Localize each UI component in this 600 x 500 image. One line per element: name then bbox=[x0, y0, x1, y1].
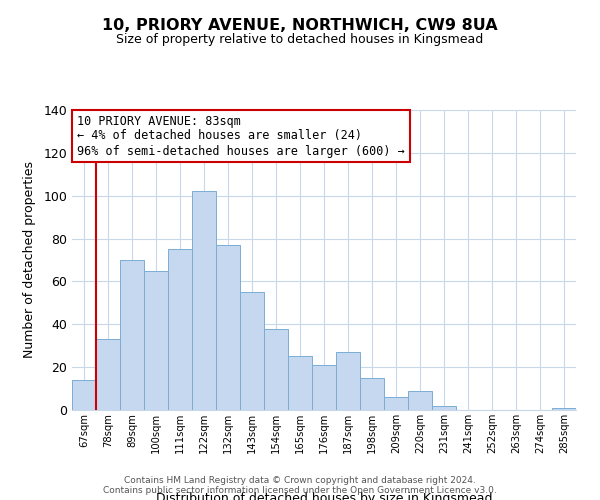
Text: Size of property relative to detached houses in Kingsmead: Size of property relative to detached ho… bbox=[116, 32, 484, 46]
Bar bbox=[552, 408, 576, 410]
Bar bbox=[312, 365, 336, 410]
X-axis label: Distribution of detached houses by size in Kingsmead: Distribution of detached houses by size … bbox=[156, 492, 492, 500]
Text: Contains HM Land Registry data © Crown copyright and database right 2024.: Contains HM Land Registry data © Crown c… bbox=[124, 476, 476, 485]
Bar bbox=[192, 192, 216, 410]
Text: 10 PRIORY AVENUE: 83sqm
← 4% of detached houses are smaller (24)
96% of semi-det: 10 PRIORY AVENUE: 83sqm ← 4% of detached… bbox=[77, 114, 405, 158]
Y-axis label: Number of detached properties: Number of detached properties bbox=[23, 162, 37, 358]
Bar bbox=[288, 356, 312, 410]
Bar bbox=[432, 406, 456, 410]
Bar bbox=[168, 250, 192, 410]
Text: 10, PRIORY AVENUE, NORTHWICH, CW9 8UA: 10, PRIORY AVENUE, NORTHWICH, CW9 8UA bbox=[102, 18, 498, 32]
Bar bbox=[96, 340, 120, 410]
Text: Contains public sector information licensed under the Open Government Licence v3: Contains public sector information licen… bbox=[103, 486, 497, 495]
Bar bbox=[240, 292, 264, 410]
Bar bbox=[408, 390, 432, 410]
Bar bbox=[360, 378, 384, 410]
Bar bbox=[144, 270, 168, 410]
Bar bbox=[120, 260, 144, 410]
Bar bbox=[216, 245, 240, 410]
Bar bbox=[384, 397, 408, 410]
Bar bbox=[336, 352, 360, 410]
Bar bbox=[72, 380, 96, 410]
Bar bbox=[264, 328, 288, 410]
